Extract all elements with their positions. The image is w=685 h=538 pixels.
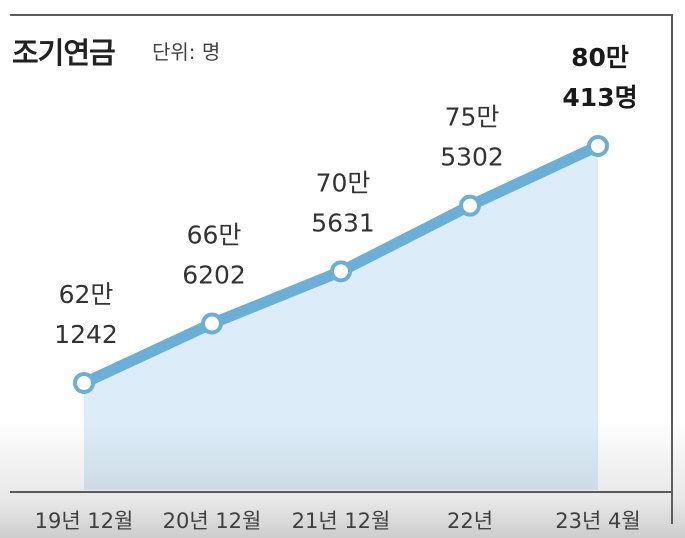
data-point-3 — [330, 260, 352, 283]
data-point-4 — [459, 194, 481, 217]
unit-label: 단위: 명 — [152, 40, 221, 64]
data-label-2-line-2: 6202 — [182, 261, 246, 290]
frame-top-rule — [10, 14, 672, 16]
data-label-1-line-1: 62만 — [59, 280, 114, 309]
data-label-5-line-2: 413명 — [562, 83, 637, 112]
x-tick-label-2: 20년 12월 — [163, 509, 262, 533]
data-point-5 — [587, 135, 609, 157]
data-point-2 — [201, 312, 223, 335]
x-tick-label-1: 19년 12월 — [35, 509, 134, 533]
data-label-2-line-1: 66만 — [187, 221, 242, 250]
data-label-5-line-1: 80만 — [571, 43, 629, 72]
data-label-3-line-1: 70만 — [316, 168, 371, 197]
area-fill — [84, 146, 598, 490]
data-point-1 — [73, 372, 95, 394]
frame-right-rule — [671, 14, 673, 524]
data-label-3-line-2: 5631 — [311, 208, 375, 237]
data-label-4-line-1: 75만 — [445, 103, 500, 132]
x-tick-label-3: 21년 12월 — [292, 509, 391, 533]
x-tick-label-5: 23년 4월 — [555, 509, 640, 533]
chart-title: 조기연금 — [12, 36, 116, 70]
x-tick-label-4: 22년 — [447, 509, 493, 533]
data-label-4-line-2: 5302 — [440, 143, 504, 172]
data-label-1-line-2: 1242 — [54, 320, 118, 349]
